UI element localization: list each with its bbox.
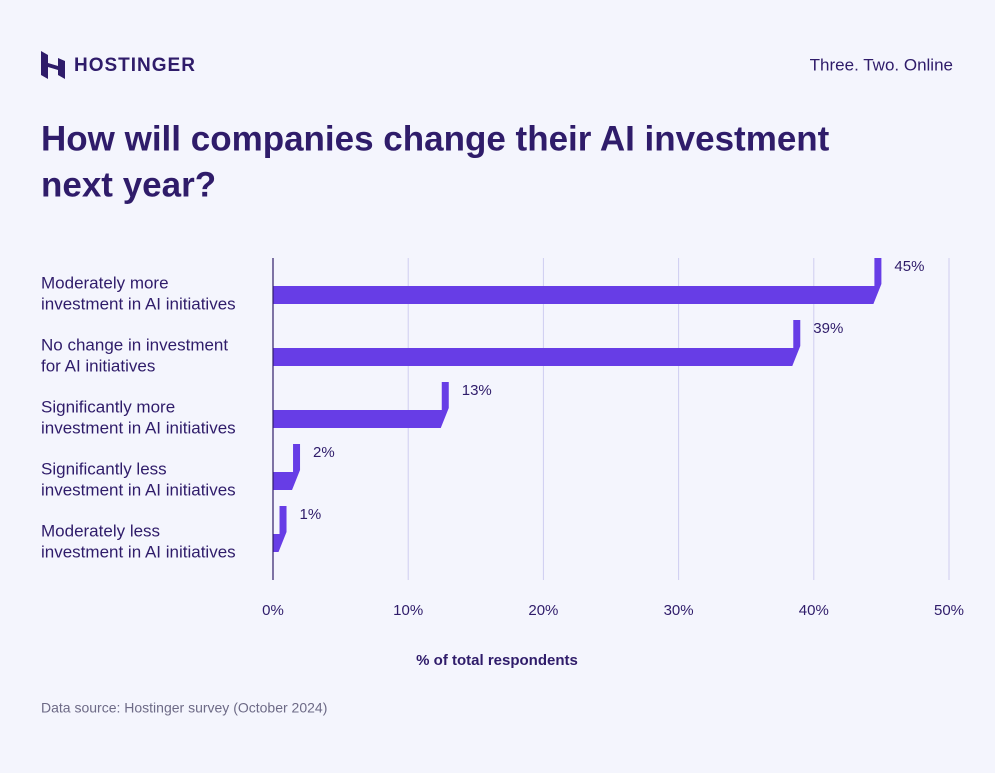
x-tick-label: 40% xyxy=(799,602,829,619)
x-tick-label: 10% xyxy=(393,602,423,619)
chart-title: next year? xyxy=(41,165,216,204)
y-tick-label: Significantly less xyxy=(41,459,167,478)
value-label: 39% xyxy=(813,320,843,337)
y-tick-label: Moderately less xyxy=(41,521,160,540)
bar xyxy=(273,258,882,304)
y-tick-label: investment in AI initiatives xyxy=(41,294,236,313)
logo-icon xyxy=(41,51,65,79)
x-tick-label: 20% xyxy=(528,602,558,619)
bar xyxy=(273,506,287,552)
y-tick-label: investment in AI initiatives xyxy=(41,542,236,561)
y-tick-label: Moderately more xyxy=(41,273,169,292)
y-tick-label: investment in AI initiatives xyxy=(41,418,236,437)
tagline: Three. Two. Online xyxy=(810,55,953,74)
bar xyxy=(273,444,301,490)
source: Data source: Hostinger survey (October 2… xyxy=(41,700,327,716)
value-label: 13% xyxy=(462,382,492,399)
bar xyxy=(273,382,449,428)
y-tick-label: investment in AI initiatives xyxy=(41,480,236,499)
value-label: 45% xyxy=(894,258,924,275)
x-tick-label: 50% xyxy=(934,602,964,619)
x-axis-label: % of total respondents xyxy=(416,652,578,669)
y-tick-label: No change in investment xyxy=(41,335,228,354)
value-label: 1% xyxy=(300,506,322,523)
x-tick-label: 0% xyxy=(262,602,284,619)
bar xyxy=(273,320,801,366)
brand: HOSTINGER xyxy=(74,55,196,76)
value-label: 2% xyxy=(313,444,335,461)
y-tick-label: Significantly more xyxy=(41,397,175,416)
y-tick-label: for AI initiatives xyxy=(41,356,155,375)
x-tick-label: 30% xyxy=(664,602,694,619)
chart-title: How will companies change their AI inves… xyxy=(41,119,830,158)
